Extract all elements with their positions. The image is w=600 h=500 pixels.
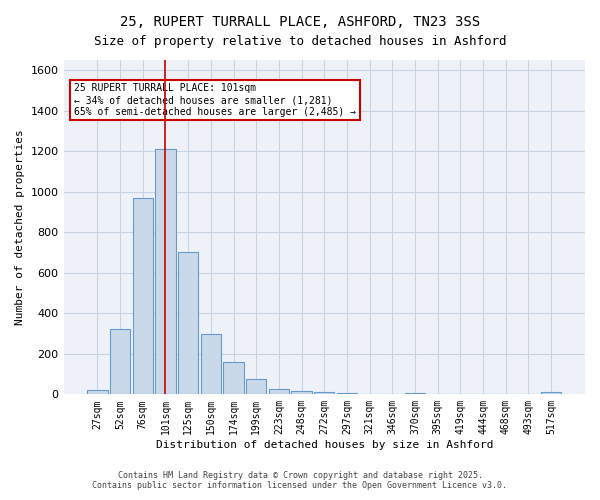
Bar: [133, 198, 153, 394]
Text: 25 RUPERT TURRALL PLACE: 101sqm
← 34% of detached houses are smaller (1,281)
65%: 25 RUPERT TURRALL PLACE: 101sqm ← 34% of…: [74, 84, 356, 116]
Bar: [246, 379, 266, 394]
Bar: [269, 390, 289, 394]
Bar: [314, 392, 334, 394]
Bar: [200, 334, 221, 394]
Y-axis label: Number of detached properties: Number of detached properties: [15, 130, 25, 325]
Text: Contains HM Land Registry data © Crown copyright and database right 2025.
Contai: Contains HM Land Registry data © Crown c…: [92, 470, 508, 490]
Text: Size of property relative to detached houses in Ashford: Size of property relative to detached ho…: [94, 35, 506, 48]
Bar: [155, 149, 176, 394]
Bar: [110, 330, 130, 394]
Bar: [292, 392, 312, 394]
Bar: [178, 252, 199, 394]
X-axis label: Distribution of detached houses by size in Ashford: Distribution of detached houses by size …: [155, 440, 493, 450]
Bar: [87, 390, 107, 394]
Bar: [223, 362, 244, 394]
Bar: [541, 392, 561, 394]
Text: 25, RUPERT TURRALL PLACE, ASHFORD, TN23 3SS: 25, RUPERT TURRALL PLACE, ASHFORD, TN23 …: [120, 15, 480, 29]
